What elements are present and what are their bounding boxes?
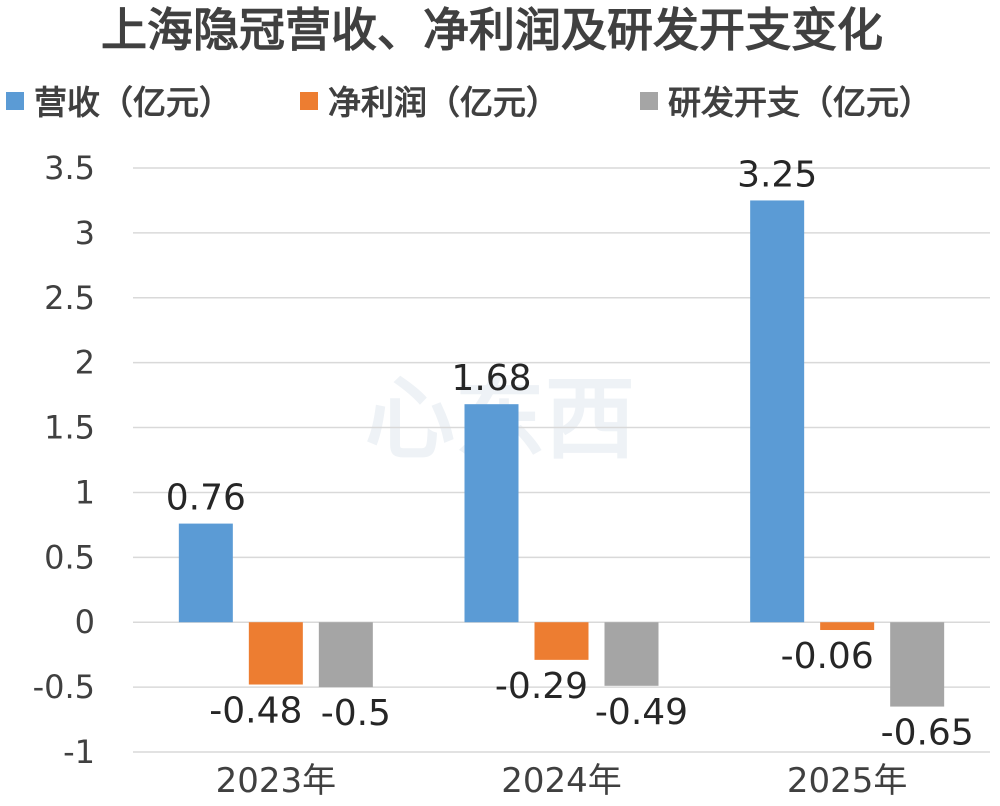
y-axis-ticks: 3.5 3 2.5 2 1.5 1 0.5 0 -0.5 -1 <box>33 149 95 771</box>
y-tick-label: 1.5 <box>44 409 95 447</box>
bar <box>820 622 875 631</box>
legend-label: 研发开支（亿元） <box>668 83 932 122</box>
x-tick-label: 2023年 <box>216 761 337 801</box>
data-label: 3.25 <box>737 154 817 195</box>
x-axis-ticks: 2023年 2024年 2025年 <box>216 761 908 801</box>
bar <box>890 622 945 707</box>
data-labels: 0.76 -0.48 -0.5 1.68 -0.29-0.49 3.25 -0.06-0.6… <box>166 154 974 753</box>
bar <box>464 404 519 623</box>
legend-swatch <box>300 92 318 110</box>
y-tick-label: -0.5 <box>33 668 95 706</box>
data-label: 0.76 <box>166 478 246 519</box>
y-tick-label: 3.5 <box>44 149 95 187</box>
legend: 营收（亿元） 净利润（亿元） 研发开支（亿元） <box>6 83 932 122</box>
bars <box>178 200 945 707</box>
data-label: -0.49 <box>595 692 688 733</box>
y-tick-label: 2.5 <box>44 279 95 317</box>
data-label: -0.5 <box>321 693 391 734</box>
data-label: -0.48 <box>209 691 302 732</box>
legend-label: 营收（亿元） <box>34 83 232 122</box>
bar <box>178 523 233 623</box>
bar <box>318 622 373 688</box>
bar <box>534 622 589 660</box>
x-tick-label: 2025年 <box>787 761 908 801</box>
data-label: 1.68 <box>451 358 531 399</box>
legend-swatch <box>6 92 24 110</box>
legend-swatch <box>640 92 658 110</box>
chart-title: 上海隐冠营收、净利润及研发开支变化 <box>101 3 883 57</box>
bar <box>248 622 303 685</box>
data-label: -0.06 <box>781 636 874 677</box>
x-tick-label: 2024年 <box>501 761 622 801</box>
data-label: -0.65 <box>881 713 974 754</box>
data-label: -0.29 <box>495 666 588 707</box>
bar <box>604 622 659 686</box>
y-tick-label: 1 <box>75 473 95 511</box>
bar <box>750 200 805 623</box>
legend-label: 净利润（亿元） <box>328 83 559 122</box>
y-tick-label: 2 <box>75 344 95 382</box>
y-tick-label: 0.5 <box>44 538 95 576</box>
y-tick-label: -1 <box>63 733 95 771</box>
y-tick-label: 3 <box>75 214 95 252</box>
y-tick-label: 0 <box>75 603 95 641</box>
